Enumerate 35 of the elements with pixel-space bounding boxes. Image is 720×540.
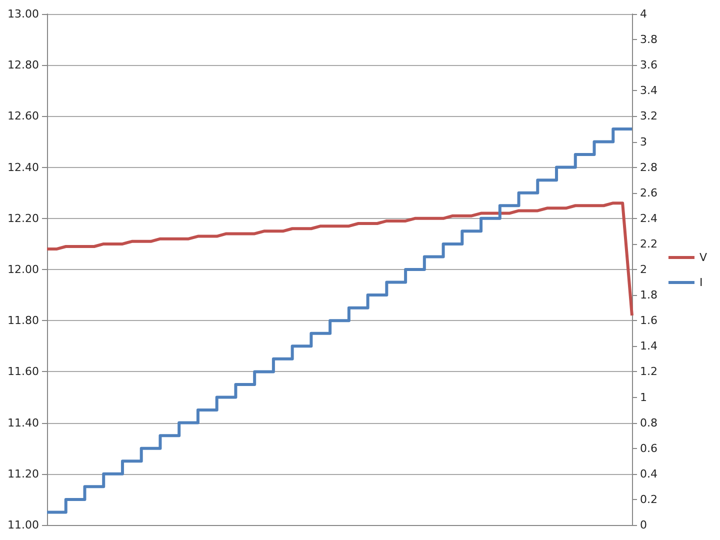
y-tick-label: 12.20 <box>8 212 39 225</box>
y2-tick-label: 2.4 <box>640 212 658 225</box>
y2-tick-label: 1.8 <box>640 288 658 302</box>
y2-tick-label: 0.2 <box>640 492 658 506</box>
y-tick-label: 11.00 <box>8 518 39 532</box>
legend-label: V <box>699 251 708 264</box>
y2-tick-label: 0.6 <box>640 442 658 455</box>
y2-tick-label: 3.6 <box>640 58 658 72</box>
y2-tick-label: 2.6 <box>640 186 658 200</box>
y2-tick-label: 3 <box>640 135 647 148</box>
y2-tick-label: 4 <box>640 8 647 20</box>
line-series <box>46 202 634 317</box>
y-tick-label: 11.40 <box>8 416 39 430</box>
y2-tick-label: 2 <box>640 263 647 276</box>
y-tick-label: 12.40 <box>8 160 39 174</box>
y-tick-label: 12.80 <box>8 58 39 72</box>
y2-tick-label: 0.4 <box>640 467 658 480</box>
y2-tick-label: 3.2 <box>640 110 658 123</box>
y2-tick-label: 1.2 <box>640 365 658 378</box>
legend-label: I <box>699 276 703 289</box>
y2-tick-label: 2.8 <box>640 160 658 174</box>
y2-tick-label: 0.8 <box>640 416 658 430</box>
y2-tick-label: 0 <box>640 518 647 532</box>
y-tick-label: 11.20 <box>8 467 39 480</box>
y-tick-label: 13.00 <box>8 8 39 20</box>
y2-tick-label: 2.2 <box>640 237 658 250</box>
y-tick-label: 11.80 <box>8 314 39 328</box>
y-tick-label: 11.60 <box>8 365 39 378</box>
y2-tick-label: 3.8 <box>640 33 658 46</box>
y-tick-label: 12.60 <box>8 110 39 123</box>
y2-tick-label: 3.4 <box>640 84 658 98</box>
y2-tick-label: 1.6 <box>640 314 658 328</box>
y2-tick-label: 1.4 <box>640 340 658 353</box>
y2-tick-label: 1 <box>640 390 647 404</box>
y-tick-label: 12.00 <box>8 263 39 276</box>
